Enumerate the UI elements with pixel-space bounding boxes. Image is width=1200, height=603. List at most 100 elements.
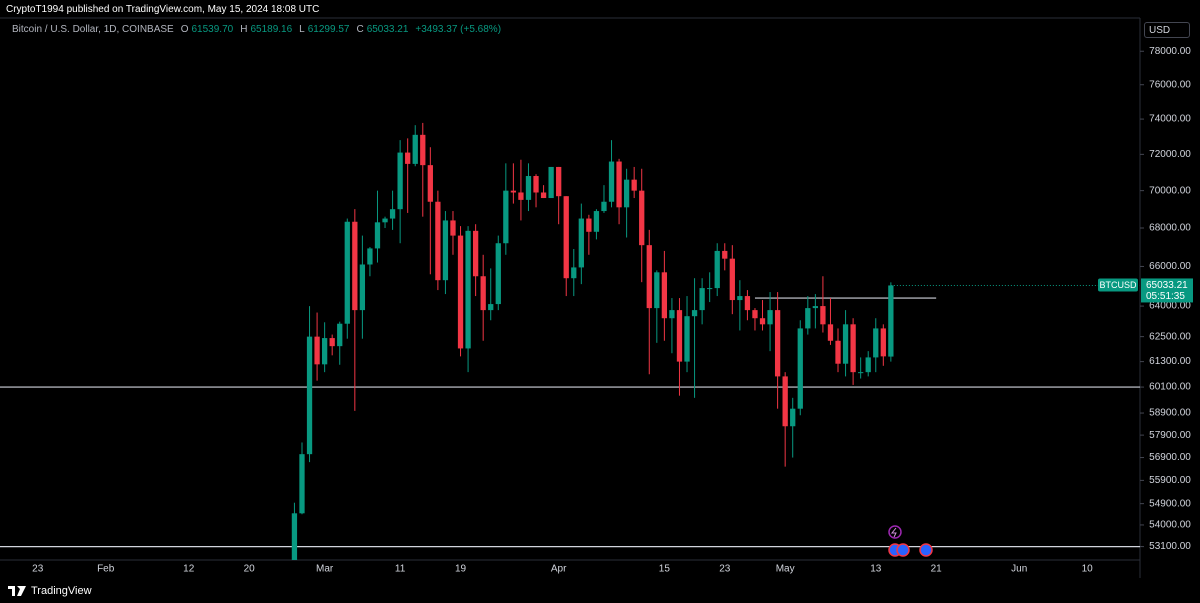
countdown: 05:51:35 (1146, 291, 1185, 302)
candle-body (533, 176, 539, 193)
y-tick-label: 68000.00 (1149, 223, 1191, 234)
candle-body (412, 134, 418, 164)
y-tick-label: 58900.00 (1149, 408, 1191, 419)
y-tick-label: 56900.00 (1149, 452, 1191, 463)
candle-body (540, 192, 547, 199)
candle-body (691, 310, 698, 317)
candle-body (729, 258, 735, 301)
x-tick-label: 23 (719, 564, 731, 575)
candle-body (480, 276, 486, 311)
x-tick-label: Jun (1011, 564, 1027, 575)
candle-body (752, 310, 758, 319)
candle-body (518, 192, 524, 200)
x-tick-label: 15 (659, 564, 671, 575)
y-tick-label: 66000.00 (1149, 261, 1191, 272)
y-tick-label: 55900.00 (1149, 475, 1191, 486)
candle-body (616, 161, 622, 208)
candle-body (684, 316, 690, 362)
publish-note: CryptoT1994 published on TradingView.com… (6, 4, 320, 15)
candle-body (291, 513, 298, 560)
candle-body (488, 304, 494, 311)
candle-body (699, 288, 705, 311)
candle-body (737, 296, 743, 301)
candle-body (457, 235, 464, 349)
candle-body (880, 328, 886, 357)
candle-body (601, 201, 607, 212)
candle-body (503, 190, 509, 244)
candle-body (858, 372, 864, 374)
candle-body (306, 336, 313, 455)
y-tick-label: 54000.00 (1149, 520, 1191, 531)
candle-body (321, 338, 328, 365)
candle-body (427, 165, 433, 202)
y-tick-label: 64000.00 (1149, 301, 1191, 312)
candle-body (337, 323, 343, 347)
candle-body (578, 218, 584, 268)
y-tick-label: 60100.00 (1149, 382, 1191, 393)
candle-body (525, 176, 532, 200)
candle-body (722, 250, 728, 259)
candle-body (344, 221, 350, 324)
y-tick-label: 53100.00 (1149, 541, 1191, 552)
candle-body (623, 179, 630, 208)
candle-body (714, 250, 720, 289)
candle-body (873, 328, 879, 358)
y-tick-label: 62500.00 (1149, 331, 1191, 342)
candle-body (850, 324, 856, 373)
candle-body (352, 221, 358, 311)
ohlc-value: 61299.57 (307, 24, 350, 35)
candle-body (707, 288, 713, 290)
ohlc-value: 61539.70 (191, 24, 234, 35)
candle-body (744, 296, 751, 311)
footer: TradingView (8, 585, 92, 597)
candle-body (646, 245, 652, 309)
ohlc-key: L (299, 24, 305, 35)
candle-body (571, 267, 577, 279)
candle-body (586, 218, 592, 232)
candle-body (820, 306, 826, 325)
x-tick-label: 20 (244, 564, 256, 575)
candle-body (865, 357, 871, 373)
ohlc-value: 65033.21 (366, 24, 409, 35)
candle-body (782, 376, 788, 427)
symbol-tag-box (1098, 278, 1138, 292)
price-tag: 65033.21 (1146, 280, 1188, 291)
chart: 78000.00 76000.00 74000.00 72000.00 70000.00… (0, 17, 1193, 578)
x-tick-label: 13 (870, 564, 882, 575)
x-tick-label: Apr (551, 564, 567, 575)
candle-body (805, 308, 811, 329)
ohlc-key: C (356, 24, 364, 35)
candle-body (465, 230, 471, 349)
x-tick-label: Mar (316, 564, 334, 575)
y-tick-label: 54900.00 (1149, 498, 1191, 509)
x-tick-label: Feb (97, 564, 115, 575)
candle-body (435, 201, 441, 281)
candle-body (842, 324, 849, 364)
event-icons (888, 525, 933, 557)
y-tick-label: 78000.00 (1149, 46, 1191, 57)
ohlc-key: H (240, 24, 248, 35)
candle-body (314, 336, 320, 365)
plot (0, 122, 1140, 560)
candle-body (812, 306, 819, 309)
brand: TradingView (31, 585, 92, 597)
logo (8, 586, 26, 596)
candle-body (608, 161, 615, 202)
x-tick-label: May (776, 564, 795, 575)
currency-button[interactable]: USD (1144, 22, 1190, 38)
candle-body (797, 328, 803, 409)
candle-body (669, 310, 675, 319)
symbol-tag: BTCUSD (1099, 280, 1137, 290)
x-tick-label: 12 (183, 564, 195, 575)
candle-body (450, 220, 456, 236)
candle-body (548, 166, 554, 199)
candle-body (397, 152, 403, 210)
price-tag-box (1141, 278, 1193, 303)
candle-body (405, 152, 411, 164)
y-tick-label: 57900.00 (1149, 430, 1191, 441)
candle-body (835, 340, 841, 364)
candle-body (676, 310, 683, 362)
candle-body (389, 209, 396, 219)
symbol: Bitcoin / U.S. Dollar, 1D, COINBASE (12, 24, 174, 35)
